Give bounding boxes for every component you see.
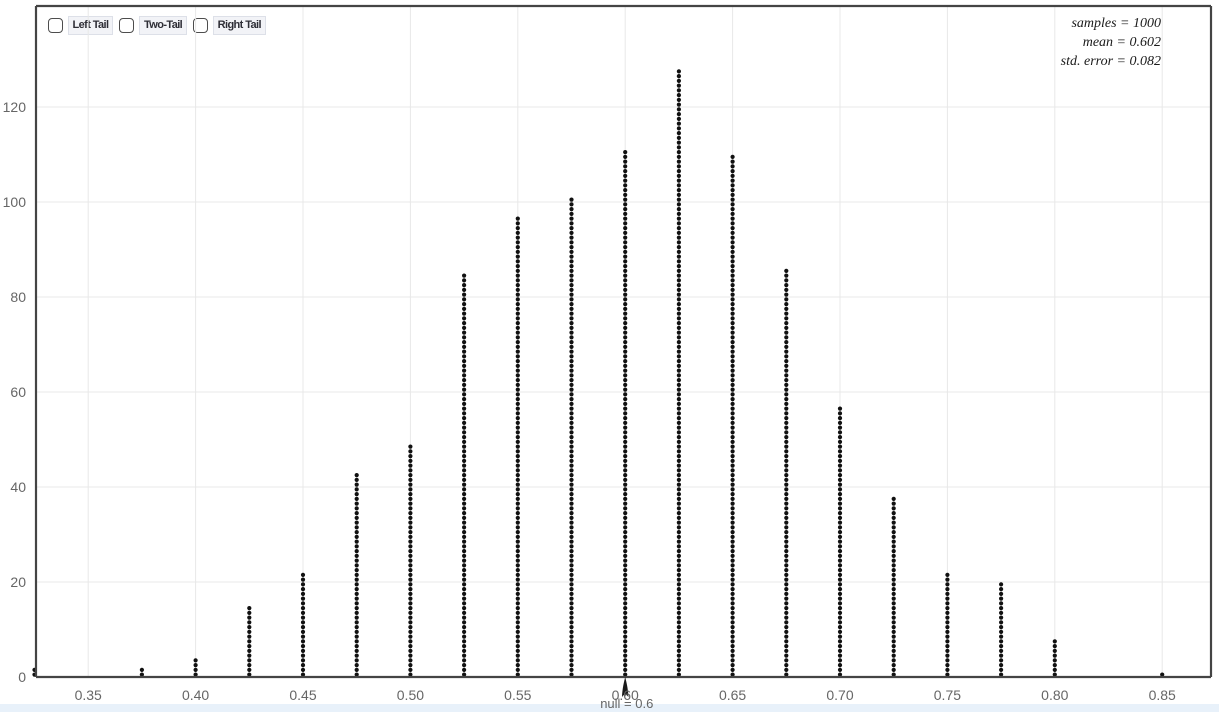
svg-text:0.75: 0.75 bbox=[934, 687, 961, 703]
svg-text:80: 80 bbox=[10, 289, 26, 305]
svg-text:0.35: 0.35 bbox=[75, 687, 102, 703]
svg-text:20: 20 bbox=[10, 574, 26, 590]
svg-text:0.65: 0.65 bbox=[719, 687, 746, 703]
svg-text:120: 120 bbox=[3, 99, 27, 115]
svg-text:0: 0 bbox=[18, 669, 26, 685]
svg-text:0.60: 0.60 bbox=[612, 687, 639, 703]
svg-text:60: 60 bbox=[10, 384, 26, 400]
svg-text:0.70: 0.70 bbox=[826, 687, 853, 703]
svg-text:0.50: 0.50 bbox=[397, 687, 424, 703]
svg-text:0.80: 0.80 bbox=[1041, 687, 1068, 703]
svg-text:0.40: 0.40 bbox=[182, 687, 209, 703]
svg-text:0.55: 0.55 bbox=[504, 687, 531, 703]
svg-text:100: 100 bbox=[3, 194, 27, 210]
svg-text:0.45: 0.45 bbox=[289, 687, 316, 703]
svg-text:0.85: 0.85 bbox=[1149, 687, 1176, 703]
svg-text:40: 40 bbox=[10, 479, 26, 495]
